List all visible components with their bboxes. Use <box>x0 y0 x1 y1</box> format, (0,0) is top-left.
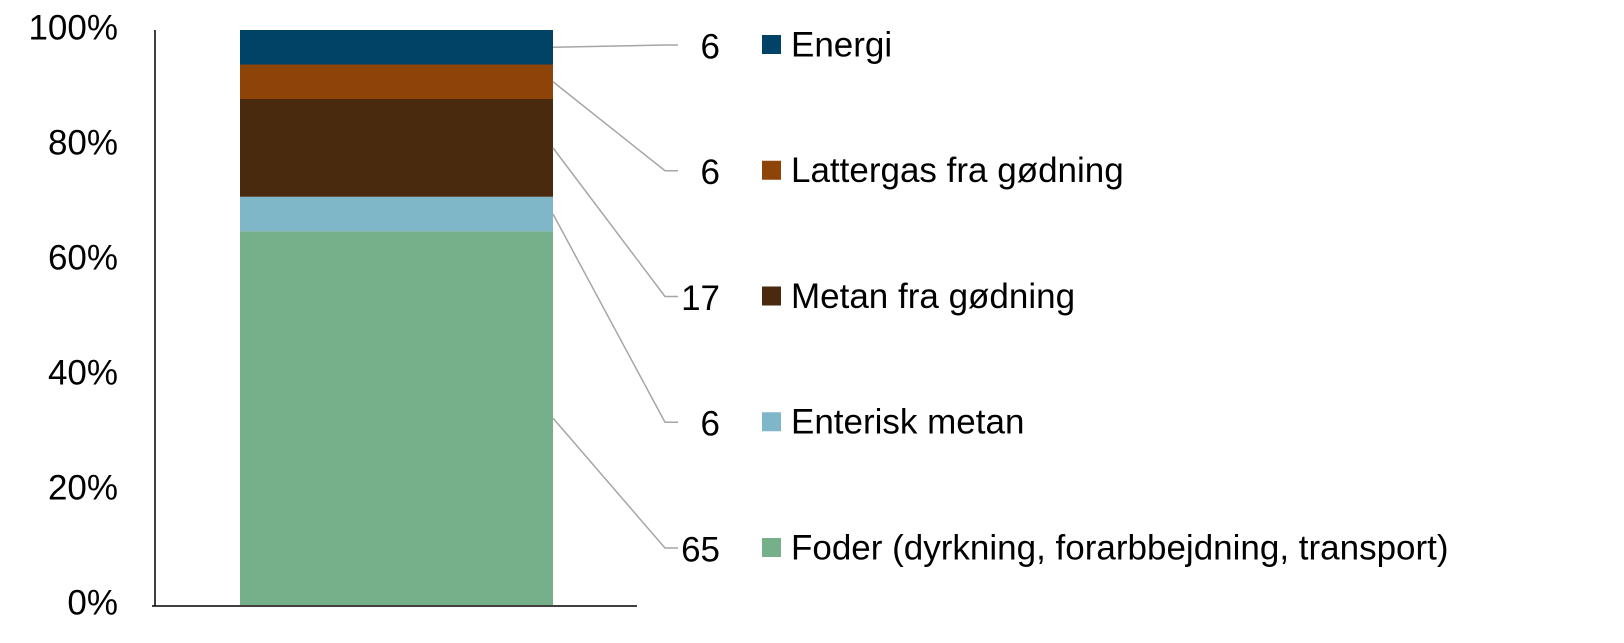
legend-label: Metan fra gødning <box>791 277 1075 316</box>
bar-segment <box>240 64 553 99</box>
legend-label: Foder (dyrkning, forarbbejdning, transpo… <box>791 528 1449 567</box>
y-tick-label: 20% <box>48 468 118 507</box>
leader-line <box>552 147 678 298</box>
legend-swatch <box>762 538 781 557</box>
y-tick-label: 60% <box>48 238 118 277</box>
bar-segment <box>240 30 553 65</box>
y-tick-label: 40% <box>48 353 118 392</box>
leader-line <box>552 44 678 48</box>
legend-swatch <box>762 160 781 180</box>
legend-label: Lattergas fra gødning <box>791 151 1124 190</box>
data-label: 65 <box>681 530 720 569</box>
y-tick-label: 0% <box>67 583 118 622</box>
data-label: 17 <box>681 279 720 318</box>
bar-segment <box>240 231 553 605</box>
leader-line <box>552 417 678 549</box>
data-label: 6 <box>701 405 720 444</box>
y-tick-label: 100% <box>28 8 118 47</box>
data-label: 6 <box>701 153 720 192</box>
legend-swatch <box>762 412 781 432</box>
y-tick-label: 80% <box>48 123 118 162</box>
legend-swatch <box>762 35 781 54</box>
legend-label: Enterisk metan <box>791 403 1024 442</box>
bar-segment <box>240 99 553 197</box>
legend-swatch <box>762 286 781 306</box>
data-label: 6 <box>701 27 720 66</box>
legend-label: Energi <box>791 25 892 64</box>
bar-segment <box>240 196 553 232</box>
leader-line <box>552 81 678 172</box>
leader-line <box>552 213 678 423</box>
